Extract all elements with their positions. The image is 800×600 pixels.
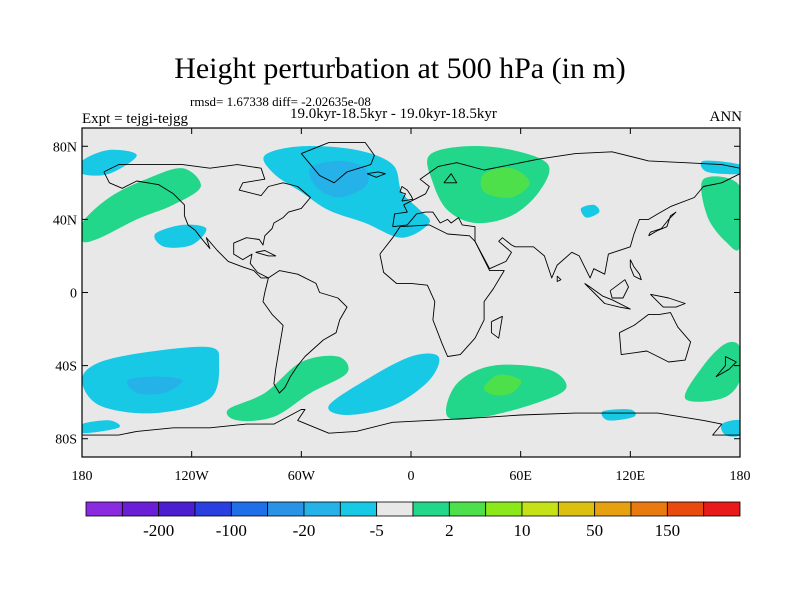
colorbar: -200 -100 -20 -5 2 10 50 150 [85,501,741,540]
stats-line: rmsd= 1.67338 diff= -2.02635e-08 [190,94,371,109]
colorbar-label: -200 [143,521,174,540]
coastline-scandinavia-gulf [443,173,458,184]
colorbar-swatch [448,501,487,517]
colorbar-swatch [85,501,123,517]
colorbar-swatch [267,501,305,517]
colorbar-swatch [339,501,378,517]
coastline-africa [379,224,505,357]
experiment-label: Expt = tejgi-tejgg [82,111,188,127]
anomaly-south-indian-core [484,374,522,396]
coastline-north-america [103,164,311,279]
y-tick-label: 40N [53,213,77,228]
anomaly-layer [82,146,740,437]
colorbar-label: -5 [370,521,384,540]
colorbar-swatch [594,501,632,517]
coastline-australia [618,312,692,363]
colorbar-swatch [557,501,596,517]
coastline-greenland [300,142,375,184]
colorbar-swatch [485,501,523,517]
x-tick-label: 180 [72,469,93,484]
colorbar-swatch [521,501,559,517]
coastline-new-zealand [715,356,737,378]
anomaly-antarctic-east-negative [720,419,740,437]
coastline-indonesia [584,283,631,310]
coastline-south-america [262,270,348,394]
anomaly-west-asia-negative [580,204,600,218]
y-tick-label: 80N [53,140,77,155]
coastline-eurasia [392,151,740,279]
coastline-new-guinea [650,293,686,308]
coastline-cuba [255,250,277,257]
anomaly-east-pacific-negative [154,224,207,248]
coastline-borneo [609,279,629,299]
anomaly-eurasia-core [480,167,530,198]
x-tick-label: 120W [175,469,210,484]
y-tick-label: 40S [55,360,77,375]
axis-ticks: 180 120W 60W 0 60E 120E 180 80N 40N 0 40S 80S [53,128,751,484]
colorbar-label: 2 [445,521,454,540]
colorbar-label: -100 [216,521,247,540]
coastline-antarctica [82,409,740,436]
x-tick-label: 60W [288,469,316,484]
anomaly-south-america-positive [226,355,349,422]
coastline-sri-lanka [556,275,562,282]
period-label: 19.0kyr-18.5kyr - 19.0kyr-18.5kyr [290,106,497,122]
colorbar-swatch [412,501,450,517]
colorbar-swatch [230,501,269,517]
colorbar-label: 10 [514,521,531,540]
x-tick-label: 180 [730,469,751,484]
colorbar-swatch [194,501,232,517]
x-tick-label: 60E [509,469,532,484]
colorbar-swatch [666,501,705,517]
season-label: ANN [709,109,743,125]
anomaly-arctic-pacific-negative [82,149,137,176]
colorbar-swatch [630,501,668,517]
y-tick-label: 0 [70,287,77,302]
colorbar-label: 150 [655,521,681,540]
coastline-philippines [629,259,642,281]
coastline-japan [648,211,677,237]
coastline-madagascar [490,315,503,339]
colorbar-label: -20 [293,521,316,540]
coastline-iceland [366,171,386,178]
page-title: Height perturbation at 500 hPa (in m) [174,52,626,85]
coastline-britain [399,186,414,202]
y-tick-label: 80S [55,433,77,448]
coastline-layer [82,142,740,436]
anomaly-north-pacific-positive [82,168,201,243]
anomaly-southern-ocean-negative [601,409,636,421]
anomaly-far-east-positive [701,176,740,251]
anomaly-south-atlantic-negative [328,353,440,415]
colorbar-swatch [158,501,196,517]
colorbar-swatch [703,501,741,517]
anomaly-antarctic-pacific-negative [82,420,120,434]
colorbar-swatch [121,501,160,517]
colorbar-swatch [303,501,341,517]
colorbar-swatch [376,501,414,517]
anomaly-south-pacific-core [126,376,183,395]
colorbar-label: 50 [586,521,603,540]
x-tick-label: 0 [408,469,415,484]
x-tick-label: 120E [616,469,646,484]
